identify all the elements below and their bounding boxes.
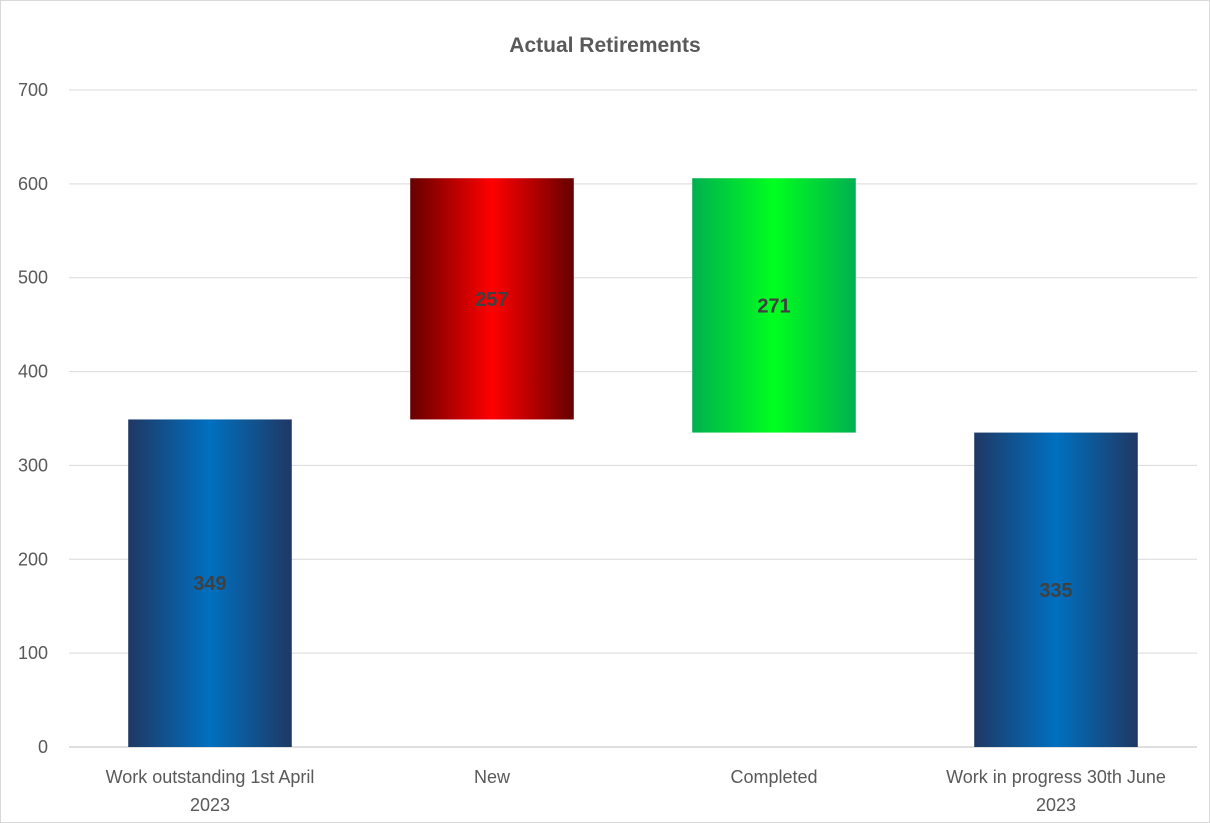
chart-title: Actual Retirements — [509, 34, 700, 57]
x-category-label: Work outstanding 1st April 2023 — [106, 767, 315, 815]
y-tick-label: 0 — [38, 737, 48, 757]
x-category-label: New — [474, 767, 511, 787]
x-category-label: Completed — [730, 767, 817, 787]
y-tick-label: 500 — [18, 268, 48, 288]
bar-total — [974, 432, 1138, 747]
bar-decrease — [692, 178, 856, 433]
data-label: 335 — [1039, 580, 1072, 602]
y-tick-label: 600 — [18, 174, 48, 194]
y-tick-label: 100 — [18, 643, 48, 663]
data-label: 349 — [193, 573, 226, 595]
y-tick-label: 700 — [18, 80, 48, 100]
data-label: 257 — [475, 289, 508, 311]
x-axis-category-labels: Work outstanding 1st April 2023 New Complet… — [106, 767, 1166, 815]
bar-total — [128, 419, 292, 747]
y-tick-label: 300 — [18, 455, 48, 475]
data-labels: 349 257 271 335 — [193, 289, 1072, 602]
bars — [128, 178, 1138, 747]
data-label: 271 — [757, 295, 790, 317]
y-axis-tick-labels: 0 100 200 300 400 500 600 700 — [18, 80, 48, 757]
x-category-label: Work in progress 30th June 2023 — [946, 767, 1166, 815]
y-tick-label: 200 — [18, 549, 48, 569]
y-tick-label: 400 — [18, 362, 48, 382]
bar-increase — [410, 178, 574, 420]
